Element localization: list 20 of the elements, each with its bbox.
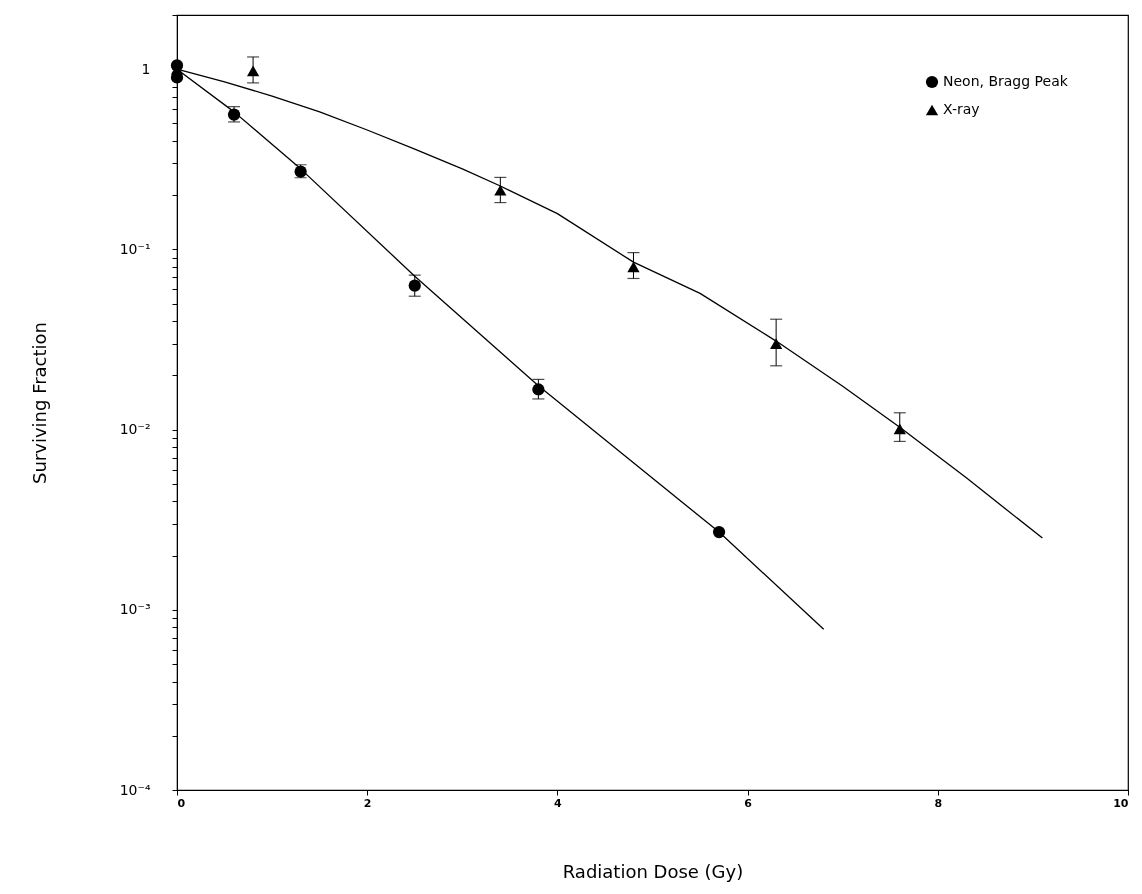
x-tick-label: 2: [363, 796, 372, 810]
point: [494, 184, 507, 196]
x-tick-label: 0: [177, 796, 186, 810]
y-tick-label: 10⁻⁴: [119, 781, 151, 798]
y-axis-title: Surviving Fraction: [28, 322, 50, 484]
point: [770, 338, 783, 349]
x-tick-label: 8: [934, 796, 943, 810]
point: [627, 261, 640, 273]
y-tick-label: 10⁻³: [119, 601, 151, 618]
point: [246, 65, 260, 77]
y-tick-label: 10⁻²: [119, 421, 151, 438]
x-tick-label: 6: [744, 796, 753, 810]
y-tick-label: 1: [141, 60, 151, 77]
x-tick-label: 4: [554, 796, 563, 810]
x-axis-title: Radiation Dose (Gy): [562, 860, 744, 882]
x-tick-label: 10: [1113, 796, 1129, 810]
legend-label: X-ray: [943, 101, 980, 117]
legend-label: Neon, Bragg Peak: [943, 73, 1069, 89]
y-tick-label: 10⁻¹: [119, 240, 151, 257]
point: [408, 279, 421, 292]
